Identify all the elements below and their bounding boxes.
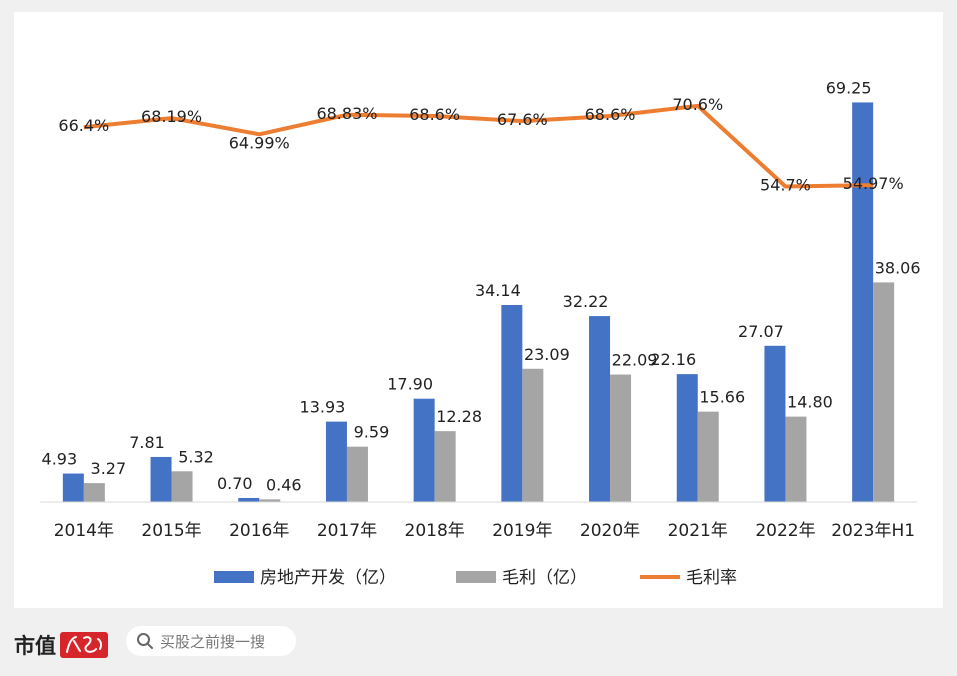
- bar-line-chart: 4.93 3.277.81 5.320.70 0.46 13.93 9.59 17.9012…: [40, 78, 921, 588]
- line-layer: [83, 103, 874, 189]
- x-tick-9: 2023年H1: [831, 521, 915, 541]
- bar-real-estate-6: [589, 316, 611, 502]
- label-gross-margin-8: 54.7%: [760, 175, 811, 194]
- bar-gross-profit-1: [171, 471, 193, 502]
- label-gross-profit-7: 15.66: [699, 388, 745, 407]
- label-real-estate-2: 0.70: [217, 474, 253, 493]
- bar-gross-profit-3: [346, 446, 368, 502]
- bar-gross-profit-4: [434, 431, 456, 502]
- bar-real-estate-4: [413, 398, 435, 502]
- bar-real-estate-9: [852, 102, 874, 503]
- legend-label-2: 毛利率: [686, 568, 737, 588]
- bar-real-estate-2: [238, 497, 260, 502]
- bar-gross-profit-6: [610, 374, 632, 502]
- brand-name: 市值: [14, 633, 56, 658]
- label-gross-profit-5: 23.09: [524, 345, 570, 364]
- bar-real-estate-7: [676, 374, 698, 502]
- label-gross-margin-3: 68.83%: [316, 104, 377, 123]
- label-gross-margin-0: 66.4%: [58, 116, 109, 135]
- label-real-estate-6: 32.22: [563, 292, 609, 311]
- label-gross-margin-9: 54.97%: [843, 174, 904, 193]
- brand[interactable]: 市值: [14, 630, 108, 660]
- label-real-estate-9: 69.25: [826, 78, 872, 97]
- label-gross-margin-7: 70.6%: [672, 95, 723, 114]
- label-real-estate-7: 22.16: [650, 350, 696, 369]
- labels-layer: 4.93 3.277.81 5.320.70 0.46 13.93 9.59 17.9012…: [42, 78, 921, 494]
- label-real-estate-8: 27.07: [738, 322, 784, 341]
- x-tick-5: 2019年: [492, 521, 552, 541]
- x-tick-1: 2015年: [141, 521, 201, 541]
- legend-swatch-0: [214, 571, 254, 583]
- label-gross-margin-4: 68.6%: [409, 105, 460, 124]
- bar-gross-profit-0: [83, 483, 105, 502]
- fengyun-logo-icon: [60, 632, 108, 658]
- label-gross-profit-8: 14.80: [787, 393, 833, 412]
- gross-margin-line: [83, 103, 874, 189]
- label-gross-profit-3: 9.59: [354, 423, 390, 442]
- x-tick-4: 2018年: [405, 521, 465, 541]
- legend-label-0: 房地产开发（亿）: [260, 568, 396, 588]
- x-tick-7: 2021年: [668, 521, 728, 541]
- bar-gross-profit-7: [697, 411, 719, 502]
- chart-card: 4.93 3.27 7.81 5.32 0.70 0.46 13.93 9.59 17.90 12…: [14, 12, 943, 608]
- search-input[interactable]: 买股之前搜一搜: [126, 626, 296, 656]
- label-gross-profit-9: 38.06: [875, 258, 921, 277]
- bars-layer: [62, 102, 895, 503]
- label-real-estate-1: 7.81: [129, 433, 165, 452]
- x-tick-2: 2016年: [229, 521, 289, 541]
- bar-gross-profit-8: [785, 416, 807, 502]
- bar-gross-profit-5: [522, 368, 544, 502]
- label-gross-profit-4: 12.28: [436, 407, 482, 426]
- label-gross-profit-0: 3.27: [91, 459, 127, 478]
- x-tick-labels: 2014年 2015年 2016年 2017年 2018年 2019年 2020年 2021年…: [54, 521, 915, 541]
- label-real-estate-3: 13.93: [300, 398, 346, 417]
- x-tick-6: 2020年: [580, 521, 640, 541]
- legend-swatch-1: [456, 571, 496, 583]
- bar-gross-profit-2: [259, 499, 281, 502]
- search-icon: [137, 633, 153, 649]
- bar-real-estate-0: [62, 473, 84, 502]
- x-tick-3: 2017年: [317, 521, 377, 541]
- label-gross-margin-5: 67.6%: [497, 110, 548, 129]
- x-tick-8: 2022年: [755, 521, 815, 541]
- x-tick-0: 2014年: [54, 521, 114, 541]
- bar-real-estate-1: [150, 456, 172, 502]
- bar-real-estate-8: [764, 345, 786, 502]
- footer-bar: 市值 买股之前搜一搜: [0, 618, 957, 676]
- bar-real-estate-5: [501, 305, 523, 502]
- label-gross-margin-2: 64.99%: [229, 133, 290, 152]
- label-real-estate-0: 4.93: [42, 450, 78, 469]
- label-gross-profit-1: 5.32: [178, 447, 214, 466]
- legend-label-1: 毛利（亿）: [502, 568, 587, 588]
- label-gross-profit-2: 0.46: [266, 475, 302, 494]
- bar-gross-profit-9: [873, 282, 895, 502]
- bar-real-estate-3: [325, 421, 347, 502]
- label-real-estate-5: 34.14: [475, 281, 521, 300]
- label-real-estate-4: 17.90: [387, 375, 433, 394]
- search-placeholder: 买股之前搜一搜: [160, 632, 266, 651]
- legend: 房地产开发（亿） 毛利（亿） 毛利率: [214, 568, 737, 588]
- label-gross-margin-6: 68.6%: [585, 105, 636, 124]
- label-gross-profit-6: 22.09: [612, 351, 658, 370]
- label-gross-margin-1: 68.19%: [141, 107, 202, 126]
